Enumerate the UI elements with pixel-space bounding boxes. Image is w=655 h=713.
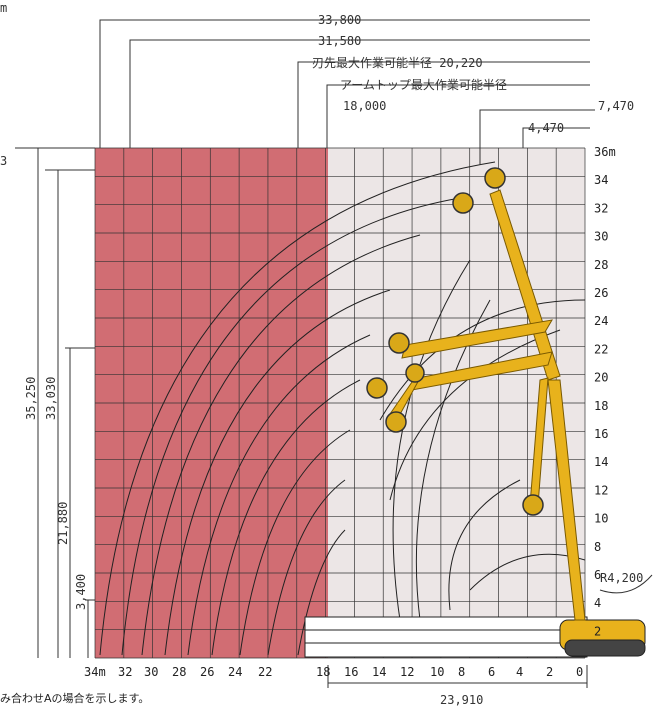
- height-tick-label: 12: [594, 483, 608, 497]
- radius-tick-label: 6: [488, 665, 495, 679]
- dim-7470: 7,470: [598, 99, 634, 113]
- height-tick-label: 6: [594, 568, 601, 582]
- dimension-lines: [15, 19, 653, 688]
- height-tick-label: 22: [594, 342, 608, 356]
- height-tick-label: 34: [594, 173, 608, 187]
- radius-tick-label: 12: [400, 665, 414, 679]
- radius-tick-label: 32: [118, 665, 132, 679]
- radius-tick-label: 4: [516, 665, 523, 679]
- dim-armtop-radius: アームトップ最大作業可能半径: [340, 78, 507, 92]
- grid-lines: [94, 147, 586, 659]
- height-tick-label: 16: [594, 427, 608, 441]
- dim-blade-radius: 刃先最大作業可能半径 20,220: [312, 56, 483, 70]
- top-left-unit: m: [0, 1, 7, 15]
- dim-arm-reach: 31,580: [318, 34, 361, 48]
- height-tick-label: 32: [594, 201, 608, 215]
- crawler-base: [304, 616, 646, 658]
- height-tick-label: 24: [594, 314, 608, 328]
- radius-tick-label: 14: [372, 665, 386, 679]
- radius-tick-label: 30: [144, 665, 158, 679]
- radius-axis-labels: 34m 32 30 28 26 24 22 18 16 14 12 10 8 6 4 2 0: [84, 665, 583, 679]
- dim-overall-reach: 33,800: [318, 13, 361, 27]
- radius-tick-label: 10: [430, 665, 444, 679]
- reach-arcs: [99, 161, 585, 656]
- height-tick-label: 36m: [594, 145, 616, 159]
- footnote: み合わせAの場合を示します。: [0, 692, 150, 705]
- radius-tick-label: 28: [172, 665, 186, 679]
- boom-attachments: [366, 167, 544, 516]
- dim-height-3400: 3,400: [74, 574, 88, 610]
- height-tick-label: 28: [594, 258, 608, 272]
- dim-height-35250: 35,250: [24, 377, 38, 420]
- dim-armtop-radius-value: 18,000: [343, 99, 386, 113]
- height-tick-label: 20: [594, 371, 608, 385]
- top-left-digit: 3: [0, 154, 7, 168]
- height-tick-label: 18: [594, 399, 608, 413]
- height-tick-label: 14: [594, 455, 608, 469]
- radius-tick-label: 22: [258, 665, 272, 679]
- radius-tick-label: 26: [200, 665, 214, 679]
- height-tick-label: 10: [594, 512, 608, 526]
- height-tick-label: 4: [594, 596, 601, 610]
- height-tick-label: 26: [594, 286, 608, 300]
- dim-tail-radius: R4,200: [600, 571, 643, 585]
- height-tick-label: 2: [594, 624, 601, 638]
- dim-height-33030: 33,030: [44, 377, 58, 420]
- height-tick-label: 8: [594, 540, 601, 554]
- radius-tick-label: 8: [458, 665, 465, 679]
- radius-tick-label: 24: [228, 665, 242, 679]
- radius-tick-label: 2: [546, 665, 553, 679]
- radius-tick-label: 34m: [84, 665, 106, 679]
- dim-height-21880: 21,880: [56, 502, 70, 545]
- radius-tick-label: 18: [316, 665, 330, 679]
- radius-tick-label: 0: [576, 665, 583, 679]
- radius-tick-label: 16: [344, 665, 358, 679]
- dim-4470: 4,470: [528, 121, 564, 135]
- dim-bottom-length: 23,910: [440, 693, 483, 707]
- height-axis-labels: 36m 34 32 30 28 26 24 22 20 18 16 14 12 10 8 6 4 2: [594, 145, 616, 638]
- height-tick-label: 30: [594, 230, 608, 244]
- boom-arms: [389, 189, 586, 621]
